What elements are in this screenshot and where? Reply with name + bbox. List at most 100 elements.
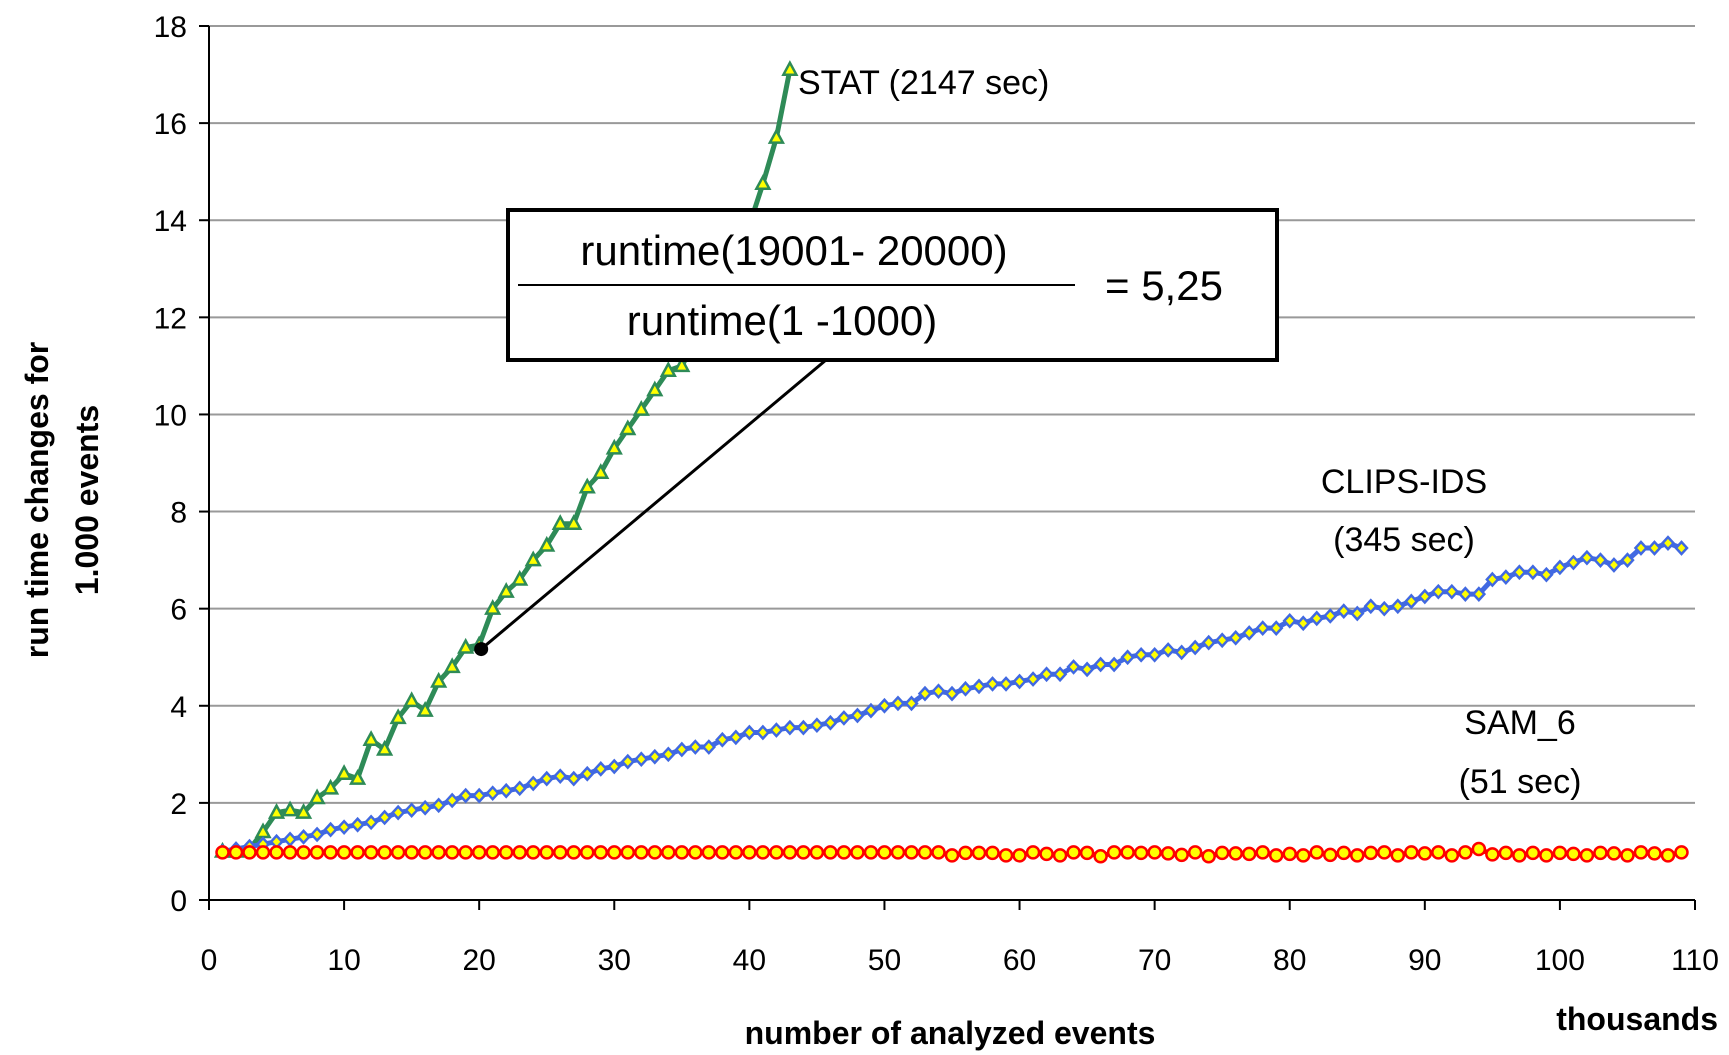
sam-point [1201,849,1216,864]
sam-point [471,845,487,860]
sam-point [512,845,527,860]
stat-point [605,438,623,455]
clips-point [1647,540,1662,556]
stat-point [659,361,677,377]
y-tick-label: 2 [170,788,187,821]
x-tick-label: 110 [1671,944,1719,977]
sam-point [1066,845,1081,860]
clips-point [350,816,365,833]
clips-point [1025,671,1041,687]
sam-point [1485,847,1500,862]
sam-point [836,845,852,860]
sam-point [1323,847,1338,863]
stat-point [497,582,515,598]
clips-point [647,748,662,765]
sam-point [390,845,406,860]
sam-point [350,845,365,860]
sam-point [809,845,825,860]
sam-point [1404,845,1419,860]
clips-point [674,741,690,758]
stat-point [673,356,691,373]
axes [199,25,1696,910]
sam-point [255,845,271,860]
stat-point [294,802,313,819]
clips-point [1187,639,1203,656]
clips-point [1566,554,1581,571]
sam-point [444,845,460,860]
stat-point [578,477,596,494]
clips-series-label-line-2: (345 sec) [1333,521,1475,559]
clips-point [1066,659,1081,675]
clips-point [1133,646,1149,663]
stat-point [430,671,448,688]
clips-point [512,780,527,797]
y-axis-title-line-1: run time changes for [19,342,55,659]
x-tick-label: 90 [1408,944,1441,977]
clips-point [958,680,973,697]
clips-point [688,739,703,755]
sam-point [404,845,419,860]
stat-point [524,550,542,567]
sam-point [1174,847,1189,863]
y-axis-title-line-2: 1.000 events [69,405,105,595]
sam-point [1471,841,1487,857]
sam-point [1336,845,1352,861]
clips-point [661,746,676,763]
clips-series-label-line-1: CLIPS-IDS [1321,463,1487,501]
clips-point [1214,632,1230,649]
stat-point [376,739,394,756]
callout-line [480,358,827,651]
sam-point [931,845,946,860]
clips-point [1174,644,1189,661]
stat-point [267,802,286,819]
sam-point [850,845,865,860]
x-tick-label: 60 [1003,944,1036,977]
sam-point [1255,845,1270,860]
clips-point [1377,600,1392,617]
sam-point [1566,846,1581,862]
clips-point [431,797,446,814]
clips-point [931,683,946,700]
clips-point [1444,583,1460,600]
sam-point [228,845,244,860]
clips-point [553,768,568,785]
stat-point [767,128,785,144]
y-tick-label: 16 [154,108,187,141]
clips-point [1458,586,1473,602]
clips-point [620,753,635,770]
series-markers [213,60,1689,864]
stat-point [416,701,434,717]
y-tick-labels: 0 2 4 6 8 10 12 14 16 18 [154,11,187,918]
sam-point [1606,846,1622,861]
sam-point [336,845,352,860]
sam-point [1309,845,1324,860]
sam-point [309,845,325,860]
stat-point [443,657,461,674]
sam-point [1444,848,1460,863]
stat-point [349,768,367,785]
clips-point [769,722,784,738]
clips-point [1350,605,1365,622]
x-tick-label: 30 [598,944,631,977]
sam-point [296,845,311,860]
sam-point [1633,845,1649,860]
formula-denominator: runtime(1 -1000) [627,297,937,344]
clips-point [1079,661,1095,678]
sam-point [1025,845,1041,860]
clips-point [363,814,379,831]
clips-point [1417,588,1433,605]
clips-point [1674,540,1689,556]
stat-point [511,569,529,586]
sam-point [1377,845,1392,860]
stat-point [403,691,421,708]
clips-point [1512,564,1527,581]
clips-point [417,799,433,816]
y-tick-label: 14 [154,205,187,238]
clips-point [458,787,473,804]
sam-point [634,845,649,860]
sam-point [539,845,554,860]
sam-point [1228,846,1243,861]
sam-point [215,845,230,860]
